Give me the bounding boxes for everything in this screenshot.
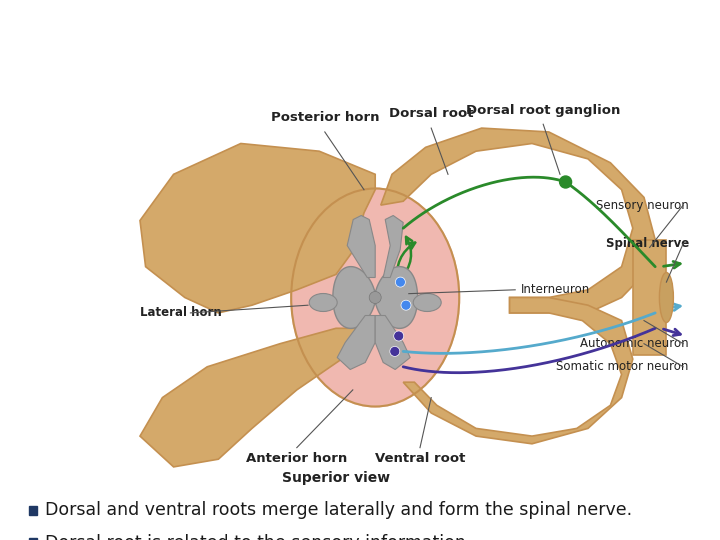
Ellipse shape [290,187,460,408]
Polygon shape [375,315,410,369]
Text: Dorsal root is related to the sensory information.: Dorsal root is related to the sensory in… [45,534,472,540]
Text: Sensory neuron: Sensory neuron [596,199,689,212]
Text: Ventral root: Ventral root [375,451,465,464]
Text: Anterior horn: Anterior horn [246,451,348,464]
Polygon shape [347,215,375,278]
Bar [29,506,37,515]
Polygon shape [140,328,364,467]
Text: Somatic motor neuron: Somatic motor neuron [557,360,689,373]
Polygon shape [633,240,667,355]
Circle shape [390,346,400,356]
Ellipse shape [413,294,441,312]
Circle shape [369,292,381,303]
Circle shape [401,300,411,310]
Text: Superior view: Superior view [282,471,390,485]
Circle shape [395,277,405,287]
Polygon shape [140,144,375,313]
Polygon shape [383,215,403,278]
Text: Interneuron: Interneuron [521,284,590,296]
Text: Dorsal root ganglion: Dorsal root ganglion [466,104,621,117]
Text: Dorsal root: Dorsal root [389,107,474,120]
Circle shape [559,176,572,188]
Circle shape [394,331,404,341]
Bar [29,538,37,540]
Ellipse shape [309,294,337,312]
Text: Autonomic neuron: Autonomic neuron [580,337,689,350]
Polygon shape [337,315,375,369]
Text: Posterior horn: Posterior horn [271,111,379,124]
Polygon shape [333,267,418,328]
Text: Lateral horn: Lateral horn [140,306,222,319]
Polygon shape [403,298,633,444]
Text: Spinal nerve: Spinal nerve [606,237,689,250]
Polygon shape [381,128,655,313]
Ellipse shape [660,273,673,322]
Text: Dorsal and ventral roots merge laterally and form the spinal nerve.: Dorsal and ventral roots merge laterally… [45,501,633,519]
